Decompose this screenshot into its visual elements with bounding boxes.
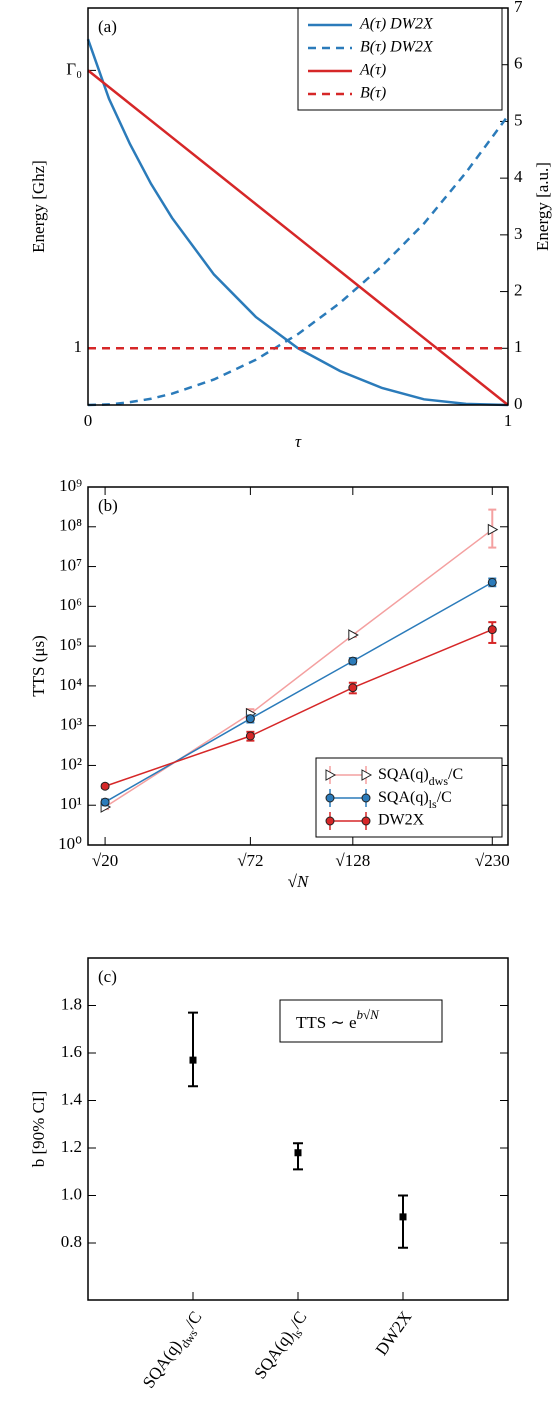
text-part: /C bbox=[437, 789, 452, 806]
y-tick-label: 10⁴ bbox=[59, 675, 82, 694]
text-part: /C bbox=[286, 1308, 311, 1332]
y2-tick-label: 4 bbox=[514, 167, 523, 186]
text-part: /C bbox=[181, 1308, 206, 1332]
y2-tick-label: 0 bbox=[514, 394, 523, 413]
marker bbox=[245, 714, 255, 724]
y-axis-label: b [90% CI] bbox=[29, 1091, 48, 1167]
marker bbox=[348, 656, 358, 666]
legend-marker bbox=[325, 793, 335, 803]
point bbox=[294, 1149, 302, 1157]
y-axis-label: TTS (μs) bbox=[29, 635, 48, 697]
point bbox=[189, 1056, 197, 1064]
marker bbox=[100, 781, 110, 791]
marker bbox=[100, 797, 110, 807]
axes-frame bbox=[87, 957, 509, 1301]
annotation-exponent: b√N bbox=[357, 1007, 381, 1022]
panel-label: (b) bbox=[98, 496, 118, 515]
marker bbox=[487, 625, 497, 635]
x-tick-label: √128 bbox=[335, 851, 370, 870]
legend-marker bbox=[325, 816, 335, 826]
y-tick-label: 1.8 bbox=[61, 994, 82, 1013]
x-tick-label: SQA(q)dws/C bbox=[139, 1308, 210, 1395]
text-part: SQA(q) bbox=[378, 789, 429, 806]
y2-tick-label: 1 bbox=[514, 337, 523, 356]
annotation-box bbox=[279, 999, 443, 1043]
y-tick-label: 10² bbox=[60, 754, 82, 773]
series-line bbox=[86, 38, 509, 407]
x-axis-label: τ bbox=[295, 432, 302, 451]
y2-tick-label: 6 bbox=[514, 54, 523, 73]
x-tick-label: 0 bbox=[84, 411, 93, 430]
y2-tick-label: 5 bbox=[514, 110, 523, 129]
series-line bbox=[87, 115, 510, 407]
series-line bbox=[87, 69, 509, 406]
y2-tick-label: 3 bbox=[514, 224, 523, 243]
subscript: ls bbox=[429, 797, 437, 811]
x-tick-label: DW2X bbox=[372, 1308, 416, 1359]
x-tick-label: SQA(q)ls/C bbox=[250, 1308, 314, 1386]
marker bbox=[348, 629, 359, 641]
text-part: SQA(q) bbox=[250, 1327, 296, 1382]
y-tick-label: 1.6 bbox=[61, 1042, 82, 1061]
x-tick-label: 1 bbox=[504, 411, 513, 430]
marker bbox=[487, 523, 499, 536]
series-line bbox=[104, 628, 493, 787]
legend-marker bbox=[361, 793, 371, 803]
legend: A(τ) DW2X B(τ) DW2X A(τ) B(τ) bbox=[297, 7, 503, 111]
annotation-text: TTS ∼ e bbox=[296, 1013, 357, 1032]
legend-label: DW2X bbox=[378, 812, 425, 829]
panel-label: (c) bbox=[98, 967, 117, 986]
x-axis-label: √N bbox=[288, 872, 310, 891]
annotation: TTS ∼ eb√N bbox=[296, 1007, 380, 1031]
axes-frame bbox=[87, 7, 509, 406]
legend-marker bbox=[361, 769, 373, 781]
legend-label: B(τ) DW2X bbox=[360, 39, 434, 56]
text-part: SQA(q) bbox=[139, 1337, 185, 1392]
panel-label: (a) bbox=[98, 17, 117, 36]
y-tick-label: 10⁶ bbox=[59, 595, 82, 614]
y-tick-label: 10⁷ bbox=[59, 555, 82, 574]
y-tick-label: 10⁸ bbox=[59, 516, 82, 535]
x-tick-label: √72 bbox=[237, 851, 263, 870]
marker bbox=[487, 577, 497, 587]
y-tick-label: Γ₀ bbox=[66, 59, 82, 78]
y-axis-label: Energy [Ghz] bbox=[29, 160, 48, 253]
y-tick-label: 10⁵ bbox=[59, 635, 82, 654]
text-part: SQA(q) bbox=[378, 766, 429, 783]
x-tick-label: √20 bbox=[92, 851, 118, 870]
text-part: /C bbox=[448, 766, 463, 783]
point bbox=[399, 1213, 407, 1221]
y2-axis-label: Energy [a.u.] bbox=[533, 162, 552, 251]
marker bbox=[348, 683, 358, 693]
legend-label: A(τ) DW2X bbox=[359, 16, 434, 33]
y-tick-label: 1.0 bbox=[61, 1184, 82, 1203]
legend-label: B(τ) bbox=[360, 85, 386, 102]
subscript: dws bbox=[429, 774, 449, 788]
y2-tick-label: 2 bbox=[514, 280, 523, 299]
legend-marker bbox=[361, 816, 371, 826]
marker bbox=[245, 731, 255, 741]
legend-label: SQA(q)dws/C bbox=[378, 766, 463, 788]
y2-tick-label: 7 bbox=[514, 0, 523, 16]
legend-label: SQA(q)ls/C bbox=[378, 789, 452, 811]
y-tick-label: 10³ bbox=[60, 715, 82, 734]
legend-marker bbox=[325, 769, 337, 781]
y-tick-label: 1.4 bbox=[61, 1089, 83, 1108]
y-tick-label: 1.2 bbox=[61, 1137, 82, 1156]
y-tick-label: 10¹ bbox=[60, 794, 82, 813]
y-tick-label: 1 bbox=[74, 337, 83, 356]
x-tick-label: √230 bbox=[475, 851, 510, 870]
legend-label: A(τ) bbox=[359, 62, 386, 79]
axes-frame bbox=[87, 486, 509, 846]
y-tick-label: 10⁹ bbox=[59, 476, 82, 495]
y-tick-label: 0.8 bbox=[61, 1232, 82, 1251]
y-tick-label: 10⁰ bbox=[58, 834, 82, 853]
